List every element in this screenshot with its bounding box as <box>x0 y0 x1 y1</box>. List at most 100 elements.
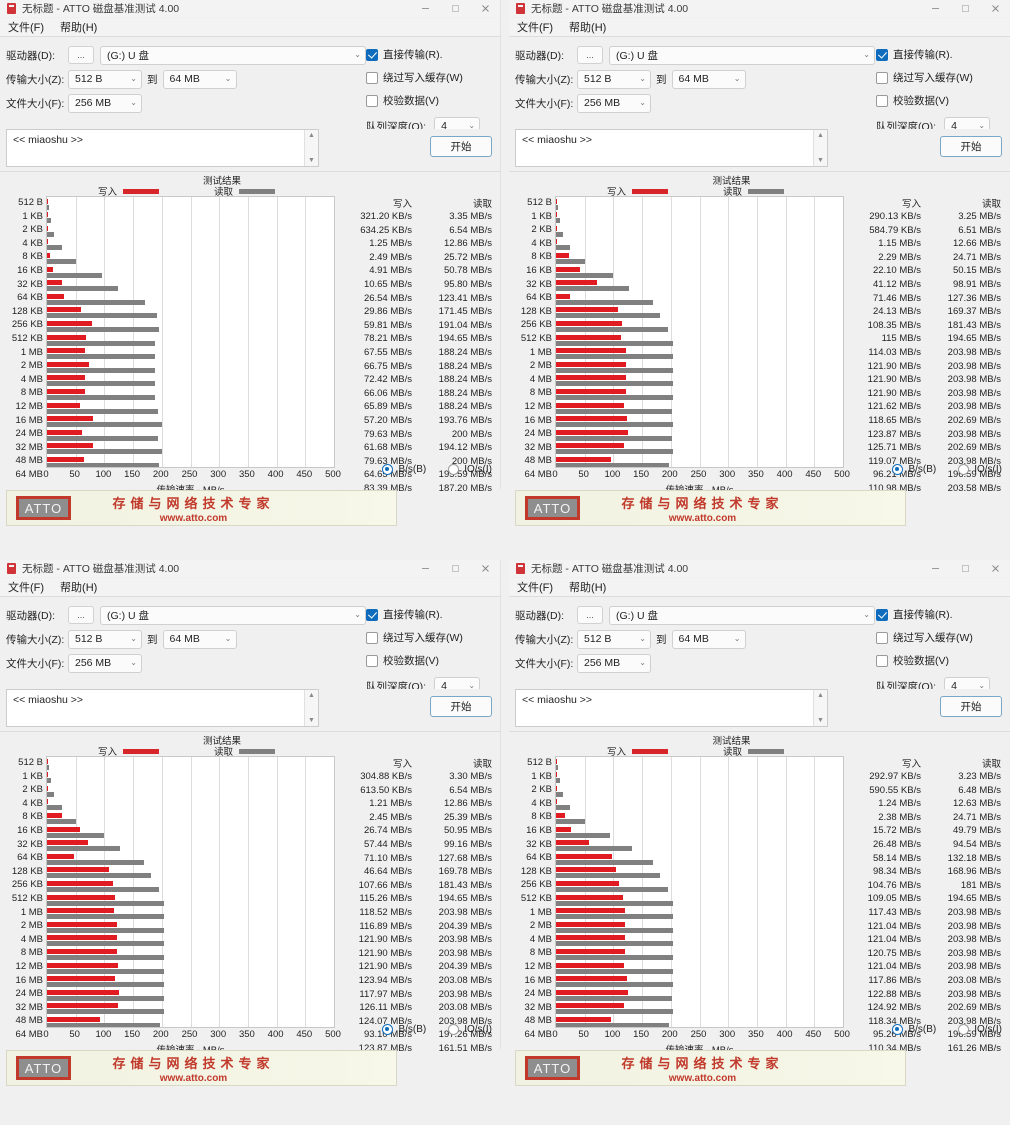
description-box[interactable]: << miaoshu >> ▲ ▼ <box>515 129 828 167</box>
transfer-size-from-select[interactable]: 512 B ⌄ <box>577 69 651 89</box>
radio-io-per-sec[interactable]: IO/s(I) <box>448 1024 492 1035</box>
file-size-select[interactable]: 256 MB ⌄ <box>577 93 651 113</box>
file-size-select[interactable]: 256 MB ⌄ <box>68 653 142 673</box>
drive-select[interactable]: (G:) U 盘 ⌄ <box>609 605 875 625</box>
browse-button[interactable]: ... <box>68 606 94 624</box>
radio-bytes-per-sec[interactable]: B/s(B) <box>892 1024 936 1035</box>
bypass-cache-checkbox[interactable]: 绕过写入缓存(W) <box>876 66 1004 89</box>
radio-bytes-per-sec[interactable]: B/s(B) <box>892 464 936 475</box>
description-box[interactable]: << miaoshu >> ▲ ▼ <box>6 689 319 727</box>
radio-bytes-per-sec[interactable]: B/s(B) <box>382 464 426 475</box>
bypass-cache-checkbox[interactable]: 绕过写入缓存(W) <box>876 626 1004 649</box>
transfer-size-from-select[interactable]: 512 B ⌄ <box>577 629 651 649</box>
transfer-size-from-select[interactable]: 512 B ⌄ <box>68 629 142 649</box>
maximize-button[interactable] <box>950 560 980 578</box>
checkbox-box[interactable] <box>876 654 888 667</box>
maximize-button[interactable] <box>440 0 470 18</box>
checkbox-box[interactable] <box>366 94 378 107</box>
verify-data-checkbox[interactable]: 校验数据(V) <box>876 89 1004 112</box>
description-scrollbar[interactable]: ▲ ▼ <box>304 690 318 726</box>
scroll-down-icon[interactable]: ▼ <box>817 157 824 164</box>
drive-select[interactable]: (G:) U 盘 ⌄ <box>609 45 875 65</box>
start-button[interactable]: 开始 <box>430 696 492 717</box>
radio-bytes-per-sec[interactable]: B/s(B) <box>382 1024 426 1035</box>
menu-item-file[interactable]: 文件(F) <box>517 22 554 34</box>
radio-io-per-sec[interactable]: IO/s(I) <box>958 464 1002 475</box>
scroll-up-icon[interactable]: ▲ <box>308 692 315 699</box>
checkbox-box[interactable] <box>366 48 378 61</box>
minimize-button[interactable] <box>410 560 440 578</box>
direct-io-checkbox[interactable]: 直接传输(R). <box>366 43 494 66</box>
direct-io-checkbox[interactable]: 直接传输(R). <box>366 603 494 626</box>
scroll-up-icon[interactable]: ▲ <box>817 132 824 139</box>
scroll-down-icon[interactable]: ▼ <box>308 717 315 724</box>
scroll-down-icon[interactable]: ▼ <box>308 157 315 164</box>
checkbox-box[interactable] <box>876 48 888 61</box>
minimize-button[interactable] <box>920 0 950 18</box>
radio-dot[interactable] <box>958 464 970 475</box>
description-scrollbar[interactable]: ▲ ▼ <box>813 690 827 726</box>
close-button[interactable] <box>980 560 1010 578</box>
menu-item-file[interactable]: 文件(F) <box>8 22 45 34</box>
menu-item-file[interactable]: 文件(F) <box>8 582 45 594</box>
description-box[interactable]: << miaoshu >> ▲ ▼ <box>515 689 828 727</box>
verify-data-checkbox[interactable]: 校验数据(V) <box>366 649 494 672</box>
bypass-cache-checkbox[interactable]: 绕过写入缓存(W) <box>366 626 494 649</box>
scroll-up-icon[interactable]: ▲ <box>817 692 824 699</box>
browse-button[interactable]: ... <box>577 46 603 64</box>
radio-dot[interactable] <box>382 1024 394 1035</box>
radio-dot[interactable] <box>448 464 460 475</box>
menu-item-help[interactable]: 帮助(H) <box>569 582 607 594</box>
menu-item-help[interactable]: 帮助(H) <box>569 22 607 34</box>
scroll-down-icon[interactable]: ▼ <box>817 717 824 724</box>
browse-button[interactable]: ... <box>68 46 94 64</box>
checkbox-box[interactable] <box>876 631 888 644</box>
menu-item-help[interactable]: 帮助(H) <box>60 22 98 34</box>
checkbox-box[interactable] <box>876 94 888 107</box>
transfer-size-to-select[interactable]: 64 MB ⌄ <box>671 69 746 89</box>
start-button[interactable]: 开始 <box>940 136 1002 157</box>
start-button[interactable]: 开始 <box>430 136 492 157</box>
radio-io-per-sec[interactable]: IO/s(I) <box>958 1024 1002 1035</box>
radio-dot[interactable] <box>958 1024 970 1035</box>
direct-io-checkbox[interactable]: 直接传输(R). <box>876 43 1004 66</box>
transfer-size-to-select[interactable]: 64 MB ⌄ <box>162 69 237 89</box>
description-scrollbar[interactable]: ▲ ▼ <box>304 130 318 166</box>
description-box[interactable]: << miaoshu >> ▲ ▼ <box>6 129 319 167</box>
maximize-button[interactable] <box>950 0 980 18</box>
transfer-size-from-select[interactable]: 512 B ⌄ <box>68 69 142 89</box>
transfer-size-to-select[interactable]: 64 MB ⌄ <box>162 629 237 649</box>
bypass-cache-checkbox[interactable]: 绕过写入缓存(W) <box>366 66 494 89</box>
scroll-up-icon[interactable]: ▲ <box>308 132 315 139</box>
checkbox-box[interactable] <box>876 71 888 84</box>
transfer-size-to-select[interactable]: 64 MB ⌄ <box>671 629 746 649</box>
description-scrollbar[interactable]: ▲ ▼ <box>813 130 827 166</box>
radio-io-per-sec[interactable]: IO/s(I) <box>448 464 492 475</box>
checkbox-box[interactable] <box>366 71 378 84</box>
verify-data-checkbox[interactable]: 校验数据(V) <box>876 649 1004 672</box>
file-size-select[interactable]: 256 MB ⌄ <box>68 93 142 113</box>
checkbox-box[interactable] <box>366 608 378 621</box>
checkbox-box[interactable] <box>366 631 378 644</box>
close-button[interactable] <box>470 560 500 578</box>
browse-button[interactable]: ... <box>577 606 603 624</box>
radio-dot[interactable] <box>892 1024 904 1035</box>
minimize-button[interactable] <box>410 0 440 18</box>
drive-select[interactable]: (G:) U 盘 ⌄ <box>100 45 366 65</box>
minimize-button[interactable] <box>920 560 950 578</box>
checkbox-box[interactable] <box>366 654 378 667</box>
menu-item-help[interactable]: 帮助(H) <box>60 582 98 594</box>
close-button[interactable] <box>470 0 500 18</box>
close-button[interactable] <box>980 0 1010 18</box>
drive-select[interactable]: (G:) U 盘 ⌄ <box>100 605 366 625</box>
maximize-button[interactable] <box>440 560 470 578</box>
start-button[interactable]: 开始 <box>940 696 1002 717</box>
radio-dot[interactable] <box>892 464 904 475</box>
menu-item-file[interactable]: 文件(F) <box>517 582 554 594</box>
radio-dot[interactable] <box>382 464 394 475</box>
verify-data-checkbox[interactable]: 校验数据(V) <box>366 89 494 112</box>
direct-io-checkbox[interactable]: 直接传输(R). <box>876 603 1004 626</box>
file-size-select[interactable]: 256 MB ⌄ <box>577 653 651 673</box>
radio-dot[interactable] <box>448 1024 460 1035</box>
checkbox-box[interactable] <box>876 608 888 621</box>
